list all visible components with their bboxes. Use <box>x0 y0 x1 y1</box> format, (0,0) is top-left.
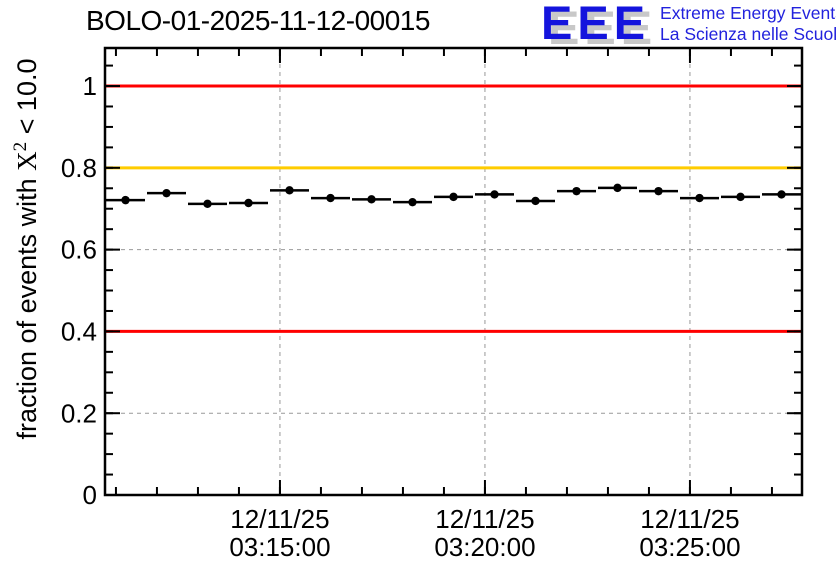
y-tick-label: 0.2 <box>61 398 97 428</box>
data-point <box>449 192 458 202</box>
gridlines <box>105 48 802 495</box>
y-tick-label: 0.6 <box>61 235 97 265</box>
x-tick-date: 12/11/25 <box>435 504 534 534</box>
data-point <box>203 199 212 209</box>
x-axis-labels: 12/11/2503:15:0012/11/2503:20:0012/11/25… <box>229 504 740 562</box>
data-point <box>285 186 294 195</box>
y-axis-title: fraction of events with X2 < 10.0 <box>10 59 42 440</box>
plot-title: BOLO-01-2025-11-12-00015 <box>86 5 430 36</box>
eee-logo-line1: Extreme Energy Events <box>660 3 836 23</box>
data-point <box>408 197 417 207</box>
x-tick-date: 12/11/25 <box>640 504 739 534</box>
data-points <box>106 183 801 209</box>
eee-logo: EEE Extreme Energy Events La Scienza nel… <box>541 0 836 49</box>
y-tick-label: 0.8 <box>61 153 97 183</box>
y-tick-label: 1 <box>83 71 97 101</box>
y-axis-labels: 0 0.2 0.4 0.6 0.8 1 <box>61 71 97 510</box>
data-point <box>367 195 376 204</box>
eee-logo-letters: EEE <box>541 0 651 49</box>
axis-ticks <box>105 48 802 496</box>
data-point <box>654 186 663 196</box>
x-tick-date: 12/11/25 <box>230 504 329 534</box>
x-tick-time: 03:20:00 <box>434 532 535 562</box>
data-point <box>572 186 581 196</box>
data-point <box>244 198 253 208</box>
eee-logo-line2: La Scienza nelle Scuole <box>660 23 836 44</box>
x-tick-time: 03:15:00 <box>229 532 330 562</box>
data-point <box>736 192 745 202</box>
eee-logo-text: Extreme Energy Events La Scienza nelle S… <box>660 1 836 44</box>
data-point <box>121 195 130 205</box>
data-point <box>326 193 335 203</box>
data-point <box>490 190 499 199</box>
plot-frame <box>103 46 804 497</box>
reference-lines <box>105 84 802 333</box>
data-point <box>531 196 540 206</box>
x-tick-time: 03:25:00 <box>639 532 740 562</box>
data-point <box>777 190 786 199</box>
y-tick-label: 0 <box>83 480 97 510</box>
data-point <box>613 183 622 193</box>
y-tick-label: 0.4 <box>61 317 97 347</box>
data-point <box>695 193 704 203</box>
data-point <box>162 188 171 198</box>
